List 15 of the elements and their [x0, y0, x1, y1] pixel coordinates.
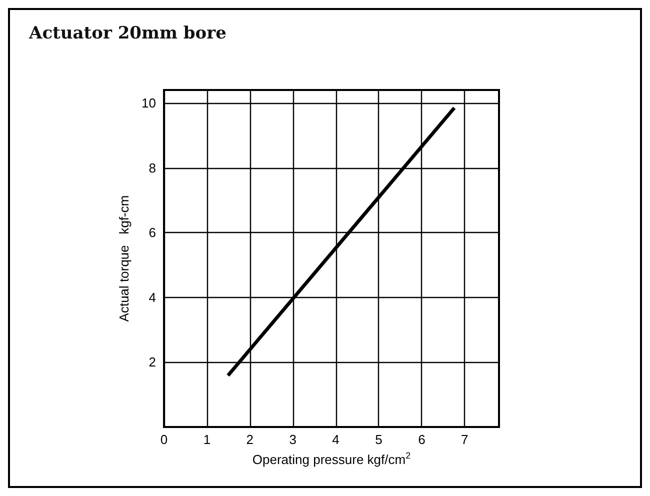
y-axis-title: Actual torque kgf-cm: [116, 195, 132, 322]
x-tick-label: 1: [203, 432, 211, 447]
x-tick-label: 7: [461, 432, 468, 447]
y-tick-label: 2: [148, 354, 156, 370]
y-tick-label: 10: [142, 95, 156, 110]
x-tick-label: 4: [332, 432, 340, 447]
y-tick-label: 4: [148, 290, 156, 305]
x-tick-label: 2: [246, 432, 254, 447]
x-tick-label: 5: [375, 432, 382, 447]
y-tick-label: 6: [148, 225, 156, 240]
chart-title: Actuator 20mm bore: [28, 24, 227, 44]
x-tick-label: 0: [160, 432, 168, 447]
x-tick-label: 6: [418, 432, 426, 447]
y-tick-label: 8: [148, 160, 156, 176]
x-tick-label: 3: [289, 432, 296, 447]
